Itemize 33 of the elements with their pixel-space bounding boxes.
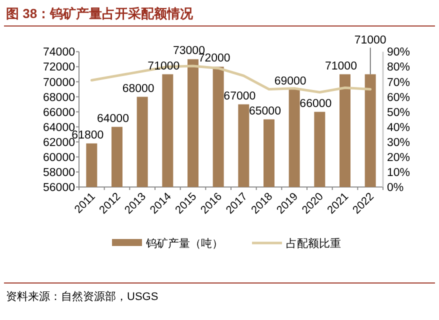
data-label: 68000 xyxy=(122,82,154,95)
text: 资料来源：自然资源部，USGS xyxy=(6,290,158,303)
data-label: 65000 xyxy=(249,105,281,118)
data-label: 69000 xyxy=(274,75,306,88)
y2-tick-label: 20% xyxy=(387,152,410,164)
legend-label: 钨矿产量（吨） xyxy=(145,237,223,250)
data-label: 64000 xyxy=(97,112,129,125)
y-tick-label: 68000 xyxy=(43,92,75,104)
data-label: 67000 xyxy=(224,90,256,102)
data-label: 71000 xyxy=(148,60,180,72)
data-label: 71000 xyxy=(325,60,357,72)
data-label: 66000 xyxy=(300,98,332,110)
y2-tick-label: 80% xyxy=(387,62,410,74)
y-tick-label: 60000 xyxy=(43,152,75,164)
y2-tick-label: 50% xyxy=(387,106,410,119)
data-label: 71000 xyxy=(354,34,386,47)
y-tick-label: 66000 xyxy=(43,106,75,119)
y2-tick-label: 60% xyxy=(387,92,410,104)
y-tick-label: 70000 xyxy=(43,76,75,89)
y2-tick-label: 70% xyxy=(387,76,410,89)
data-label: 72000 xyxy=(198,52,230,65)
y2-tick-label: 0% xyxy=(387,182,404,194)
y2-tick-label: 10% xyxy=(387,166,410,179)
y-tick-label: 72000 xyxy=(43,62,75,74)
y2-tick-label: 40% xyxy=(387,122,410,134)
chart-title: 图 38：钨矿产量占开采配额情况 xyxy=(6,6,194,21)
y2-tick-label: 90% xyxy=(387,46,410,59)
y2-tick-label: 30% xyxy=(387,136,410,149)
y-tick-label: 62000 xyxy=(43,136,75,149)
y-tick-label: 58000 xyxy=(43,166,75,179)
y-tick-label: 56000 xyxy=(43,182,75,194)
legend-label: 占配额比重 xyxy=(286,237,341,250)
y-tick-label: 74000 xyxy=(43,46,75,59)
